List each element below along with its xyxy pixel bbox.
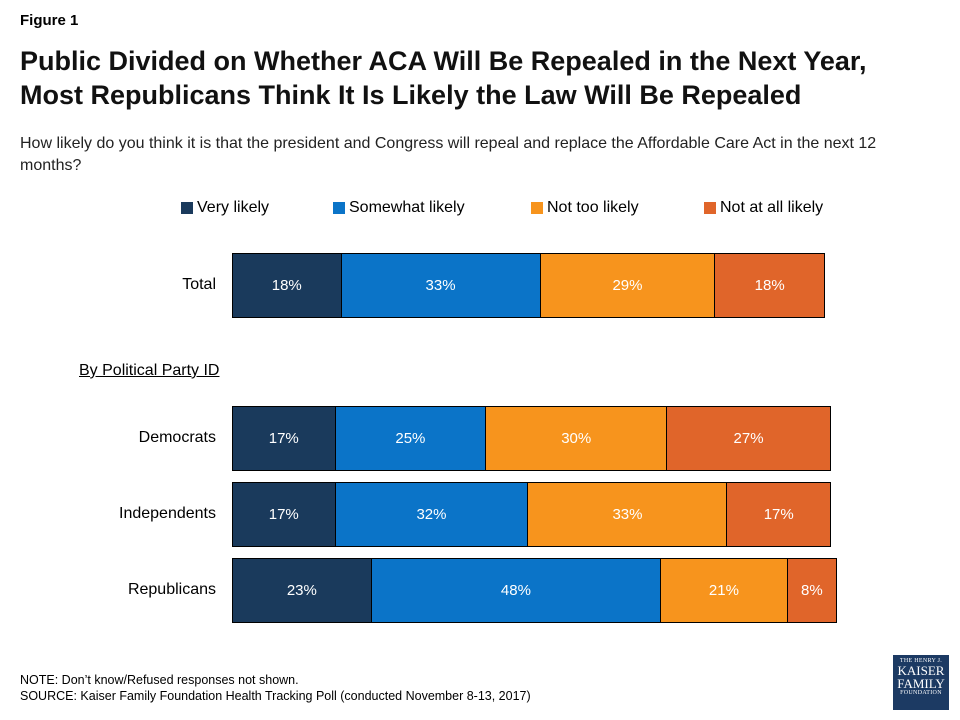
chart-title: Public Divided on Whether ACA Will Be Re… bbox=[20, 44, 940, 112]
bar-democrats: 17% 25% 30% 27% bbox=[232, 406, 831, 471]
title-line-2: Most Republicans Think It Is Likely the … bbox=[20, 80, 802, 110]
data-label: 25% bbox=[395, 430, 426, 447]
legend-item-not-at-all-likely: Not at all likely bbox=[704, 199, 823, 217]
source-text: SOURCE: Kaiser Family Foundation Health … bbox=[20, 689, 531, 703]
legend-swatch-somewhat-likely bbox=[333, 202, 345, 214]
survey-question: How likely do you think it is that the p… bbox=[20, 135, 877, 174]
bar-segment-republicans-very-likely: 23% bbox=[233, 559, 372, 622]
title-line-1: Public Divided on Whether ACA Will Be Re… bbox=[20, 46, 867, 76]
bar-segment-democrats-not-at-all-likely: 27% bbox=[667, 407, 830, 470]
bar-segment-independents-not-too-likely: 33% bbox=[528, 483, 728, 546]
legend-label-somewhat-likely: Somewhat likely bbox=[349, 199, 465, 216]
data-label: 27% bbox=[733, 430, 764, 447]
logo-line-4: FOUNDATION bbox=[900, 690, 942, 696]
category-label-total: Total bbox=[182, 275, 216, 293]
logo-line-2: KAISER bbox=[897, 663, 945, 678]
bar-segment-republicans-not-too-likely: 21% bbox=[661, 559, 788, 622]
data-label: 33% bbox=[425, 277, 456, 294]
kff-logo: THE HENRY J. KAISER FAMILY FOUNDATION bbox=[893, 655, 949, 710]
data-label: 17% bbox=[763, 506, 794, 523]
data-label: 17% bbox=[268, 430, 299, 447]
bar-segment-democrats-somewhat-likely: 25% bbox=[335, 407, 487, 470]
logo-line-3: FAMILY bbox=[897, 676, 945, 691]
data-label: 48% bbox=[500, 582, 531, 599]
legend-item-somewhat-likely: Somewhat likely bbox=[333, 199, 465, 217]
bar-segment-democrats-very-likely: 17% bbox=[233, 407, 336, 470]
bar-segment-total-not-too-likely: 29% bbox=[540, 254, 716, 317]
figure-label: Figure 1 bbox=[20, 12, 79, 29]
footnote: NOTE: Don’t know/Refused responses not s… bbox=[20, 672, 531, 704]
bar-segment-independents-somewhat-likely: 32% bbox=[335, 483, 529, 546]
legend-swatch-not-too-likely bbox=[531, 202, 543, 214]
legend-swatch-very-likely bbox=[181, 202, 193, 214]
logo-line-1: THE HENRY J. bbox=[899, 658, 943, 664]
legend-label-not-too-likely: Not too likely bbox=[547, 199, 639, 216]
data-label: 30% bbox=[561, 430, 592, 447]
bar-segment-democrats-not-too-likely: 30% bbox=[486, 407, 668, 470]
data-label: 17% bbox=[268, 506, 299, 523]
legend-label-very-likely: Very likely bbox=[197, 199, 270, 216]
legend-item-very-likely: Very likely bbox=[181, 199, 269, 217]
bar-segment-republicans-not-at-all-likely: 8% bbox=[787, 559, 836, 622]
bar-segment-republicans-somewhat-likely: 48% bbox=[371, 559, 662, 622]
note-text: NOTE: Don’t know/Refused responses not s… bbox=[20, 673, 299, 687]
bar-segment-total-somewhat-likely: 33% bbox=[341, 254, 541, 317]
data-label: 33% bbox=[612, 506, 643, 523]
data-label: 32% bbox=[416, 506, 447, 523]
data-label: 21% bbox=[708, 582, 739, 599]
category-label-democrats: Democrats bbox=[138, 428, 216, 446]
bar-segment-independents-very-likely: 17% bbox=[233, 483, 336, 546]
data-label: 23% bbox=[286, 582, 317, 599]
bar-total: 18% 33% 29% 18% bbox=[232, 253, 825, 318]
data-label: 18% bbox=[271, 277, 302, 294]
bar-republicans: 23% 48% 21% 8% bbox=[232, 558, 837, 623]
bar-segment-independents-not-at-all-likely: 17% bbox=[727, 483, 830, 546]
section-label-party-id: By Political Party ID bbox=[79, 362, 220, 379]
category-label-independents: Independents bbox=[119, 504, 216, 522]
bar-independents: 17% 32% 33% 17% bbox=[232, 482, 831, 547]
bar-segment-total-not-at-all-likely: 18% bbox=[715, 254, 824, 317]
data-label: 18% bbox=[754, 277, 785, 294]
category-label-republicans: Republicans bbox=[127, 580, 216, 598]
data-label: 29% bbox=[612, 277, 643, 294]
legend-item-not-too-likely: Not too likely bbox=[531, 199, 639, 217]
bar-segment-total-very-likely: 18% bbox=[233, 254, 342, 317]
data-label: 8% bbox=[801, 582, 823, 599]
legend-swatch-not-at-all-likely bbox=[704, 202, 716, 214]
legend-label-not-at-all-likely: Not at all likely bbox=[720, 199, 824, 216]
